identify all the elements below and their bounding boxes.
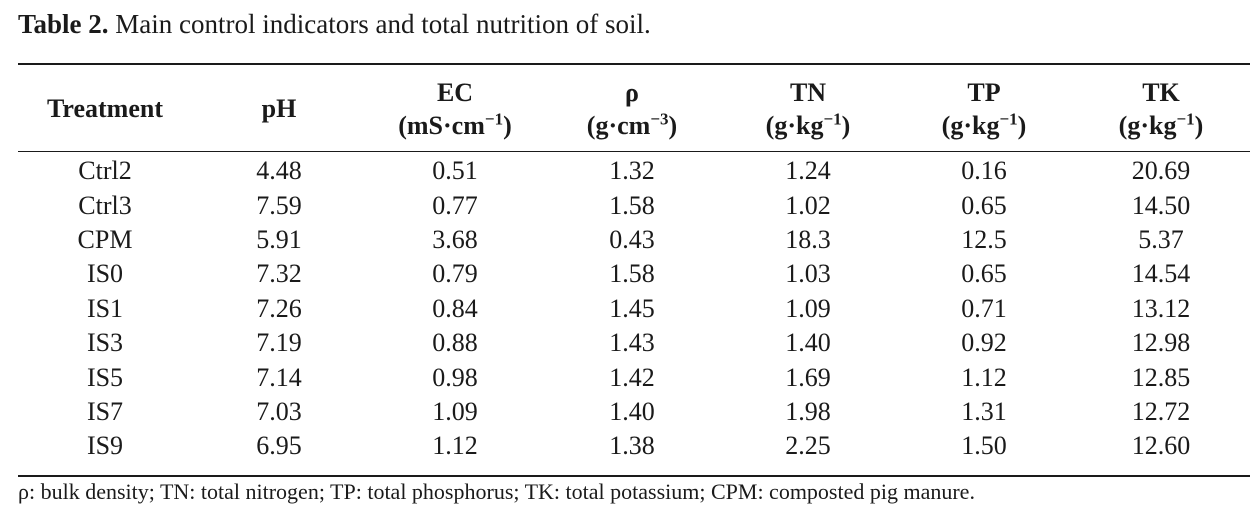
cell-tp: 0.65	[961, 190, 1007, 220]
header-tn-unit: (g·kg−1)	[765, 109, 851, 140]
cell-ec: 0.51	[432, 156, 478, 186]
table-caption: Table 2. Main control indicators and tot…	[18, 6, 651, 42]
cell-tk: 12.60	[1131, 431, 1191, 461]
cell-ec: 0.88	[432, 328, 478, 358]
cell-ph: 7.03	[256, 396, 302, 426]
cell-treatment: IS0	[86, 259, 124, 289]
cell-tn: 1.09	[785, 293, 831, 323]
header-ec: EC (mS·cm−1)	[366, 66, 544, 151]
cell-ph: 7.19	[256, 328, 302, 358]
table-row: IS0 7.32 0.79 1.58 1.03 0.65 14.54	[18, 257, 1250, 291]
cell-treatment: IS9	[86, 431, 124, 461]
table-row: IS9 6.95 1.12 1.38 2.25 1.50 12.60	[18, 429, 1250, 463]
table-row: Ctrl2 4.48 0.51 1.32 1.24 0.16 20.69	[18, 151, 1250, 188]
cell-treatment: IS3	[86, 328, 124, 358]
cell-treatment: IS7	[86, 396, 124, 426]
cell-tk: 12.98	[1131, 328, 1191, 358]
table-footnote: ρ: bulk density; TN: total nitrogen; TP:…	[18, 479, 975, 504]
cell-rho: 1.45	[609, 293, 655, 323]
top-rule	[18, 63, 1250, 65]
cell-ec: 3.68	[432, 224, 478, 254]
cell-tn: 1.03	[785, 259, 831, 289]
cell-ec: 0.79	[432, 259, 478, 289]
cell-tp: 0.16	[961, 156, 1007, 186]
table-row: Ctrl3 7.59 0.77 1.58 1.02 0.65 14.50	[18, 188, 1250, 222]
header-rho-unit: (g·cm−3)	[586, 109, 678, 140]
cell-ec: 0.77	[432, 190, 478, 220]
cell-tp: 1.12	[961, 362, 1007, 392]
cell-tn: 1.98	[785, 396, 831, 426]
header-tk: TK (g·kg−1)	[1072, 66, 1250, 151]
cell-treatment: IS1	[86, 293, 124, 323]
cell-tp: 12.5	[961, 224, 1007, 254]
cell-rho: 1.43	[609, 328, 655, 358]
header-treatment: Treatment	[47, 94, 163, 123]
cell-rho: 1.38	[609, 431, 655, 461]
cell-tn: 2.25	[785, 431, 831, 461]
cell-tp: 0.65	[961, 259, 1007, 289]
cell-ph: 6.95	[256, 431, 302, 461]
cell-ph: 7.14	[256, 362, 302, 392]
cell-tn: 18.3	[785, 224, 831, 254]
cell-ec: 0.84	[432, 293, 478, 323]
cell-tn: 1.40	[785, 328, 831, 358]
cell-treatment: Ctrl3	[78, 190, 132, 220]
cell-tk: 14.50	[1131, 190, 1191, 220]
caption-label: Table 2.	[18, 9, 109, 39]
cell-ph: 7.32	[256, 259, 302, 289]
table-row: CPM 5.91 3.68 0.43 18.3 12.5 5.37	[18, 223, 1250, 257]
table-row: IS3 7.19 0.88 1.43 1.40 0.92 12.98	[18, 326, 1250, 360]
cell-tp: 1.50	[961, 431, 1007, 461]
cell-ec: 0.98	[432, 362, 478, 392]
cell-tk: 5.37	[1138, 224, 1184, 254]
cell-tn: 1.02	[785, 190, 831, 220]
cell-tk: 13.12	[1131, 293, 1191, 323]
cell-rho: 1.58	[609, 190, 655, 220]
bottom-rule	[18, 475, 1250, 477]
header-tn: TN (g·kg−1)	[720, 66, 896, 151]
header-rule	[18, 151, 1250, 152]
cell-rho: 0.43	[609, 224, 655, 254]
header-ec-unit: (mS·cm−1)	[398, 109, 512, 140]
header-row: Treatment pH EC (mS·cm−1) ρ (g·cm−3) TN …	[18, 66, 1250, 151]
table-row: IS1 7.26 0.84 1.45 1.09 0.71 13.12	[18, 292, 1250, 326]
cell-tk: 12.85	[1131, 362, 1191, 392]
caption-text: Main control indicators and total nutrit…	[115, 9, 651, 39]
cell-ec: 1.12	[432, 431, 478, 461]
cell-rho: 1.40	[609, 396, 655, 426]
header-ph: pH	[261, 94, 297, 123]
cell-tk: 12.72	[1131, 396, 1191, 426]
cell-tp: 0.71	[961, 293, 1007, 323]
header-tk-unit: (g·kg−1)	[1118, 109, 1204, 140]
table-row: IS7 7.03 1.09 1.40 1.98 1.31 12.72	[18, 395, 1250, 429]
cell-rho: 1.58	[609, 259, 655, 289]
cell-tk: 20.69	[1131, 156, 1191, 186]
cell-ph: 7.59	[256, 190, 302, 220]
table-body: Ctrl2 4.48 0.51 1.32 1.24 0.16 20.69 Ctrl3 7.59 0…	[18, 151, 1250, 464]
header-rho: ρ (g·cm−3)	[544, 66, 720, 151]
cell-tp: 0.92	[961, 328, 1007, 358]
cell-ph: 7.26	[256, 293, 302, 323]
cell-ph: 5.91	[256, 224, 302, 254]
cell-ec: 1.09	[432, 396, 478, 426]
cell-treatment: IS5	[86, 362, 124, 392]
cell-tn: 1.24	[785, 156, 831, 186]
header-tp-unit: (g·kg−1)	[941, 109, 1027, 140]
data-table: Treatment pH EC (mS·cm−1) ρ (g·cm−3) TN …	[18, 66, 1250, 464]
cell-rho: 1.32	[609, 156, 655, 186]
cell-ph: 4.48	[256, 156, 302, 186]
cell-treatment: Ctrl2	[78, 156, 132, 186]
cell-treatment: CPM	[77, 224, 133, 254]
cell-rho: 1.42	[609, 362, 655, 392]
cell-tk: 14.54	[1131, 259, 1191, 289]
cell-tn: 1.69	[785, 362, 831, 392]
table-row: IS5 7.14 0.98 1.42 1.69 1.12 12.85	[18, 360, 1250, 394]
header-tp: TP (g·kg−1)	[896, 66, 1072, 151]
cell-tp: 1.31	[961, 396, 1007, 426]
